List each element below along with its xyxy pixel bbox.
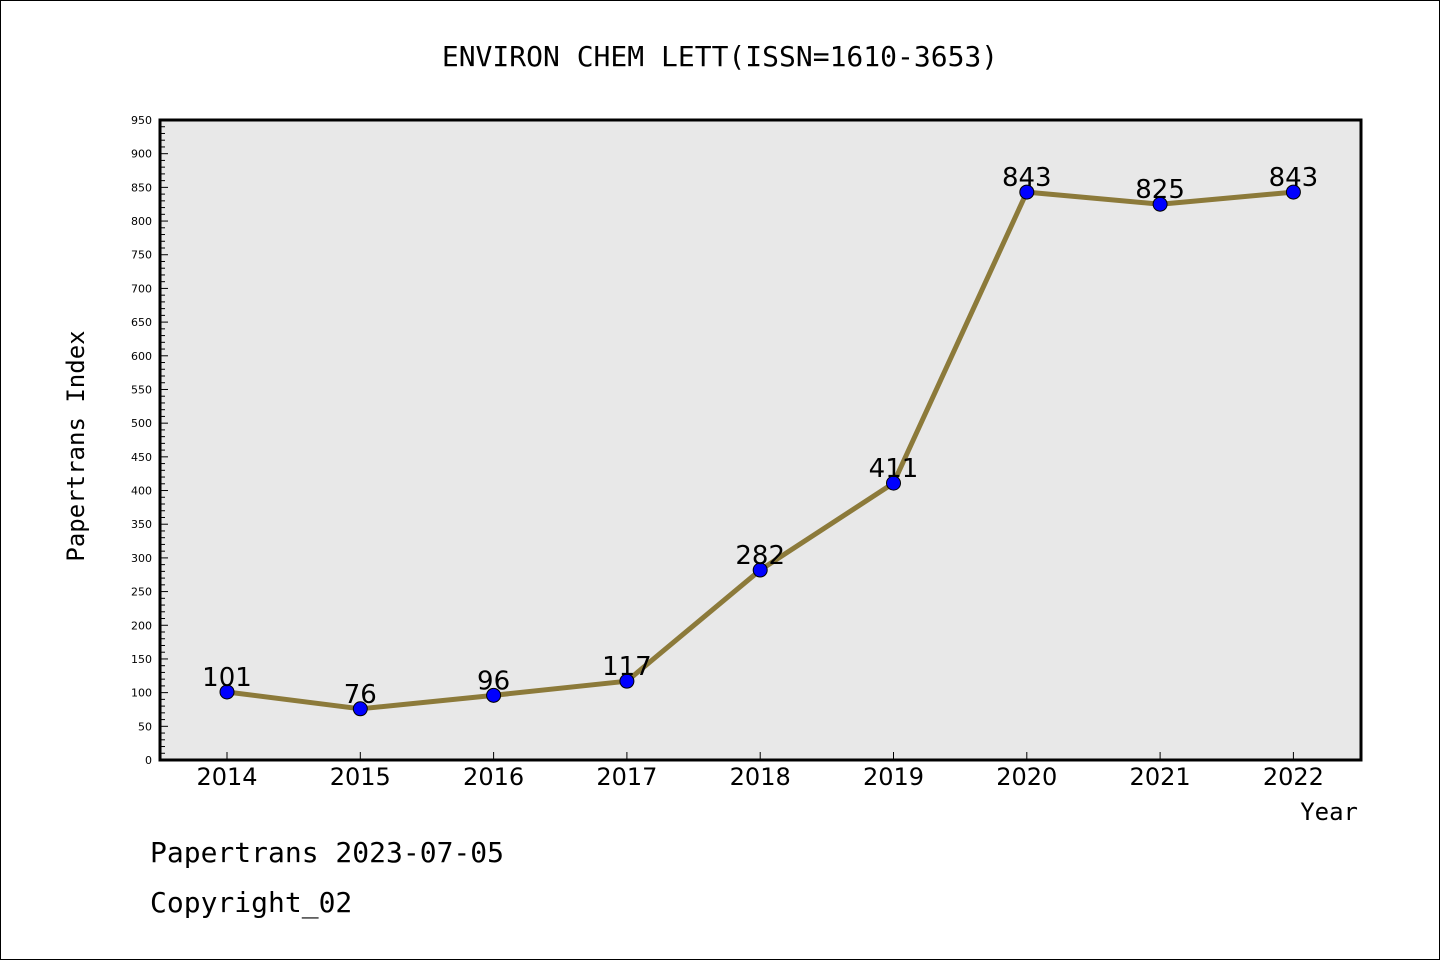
x-axis-label: Year xyxy=(1300,798,1358,826)
x-tick-label: 2015 xyxy=(330,763,391,791)
y-tick-label: 800 xyxy=(131,215,152,228)
data-point-2021 xyxy=(1152,196,1168,212)
data-label-2022: 843 xyxy=(1269,163,1319,193)
x-tick-label: 2017 xyxy=(596,763,657,791)
y-tick-label: 500 xyxy=(131,417,152,430)
y-tick-label: 700 xyxy=(131,282,152,295)
data-labels: 101 76 96 117 282 411 843 825 843 xyxy=(202,163,1318,710)
data-point-2020 xyxy=(1019,184,1035,200)
chart-title: ENVIRON CHEM LETT(ISSN=1610-3653) xyxy=(442,40,998,73)
y-tick-label: 650 xyxy=(131,316,152,329)
y-tick-label: 550 xyxy=(131,383,152,396)
y-axis-label: Papertrans Index xyxy=(62,330,90,561)
data-markers xyxy=(219,184,1301,717)
y-tick-label: 400 xyxy=(131,485,152,498)
data-label-2017: 117 xyxy=(602,652,652,682)
data-point-2022 xyxy=(1285,184,1301,200)
y-tick-label: 200 xyxy=(131,619,152,632)
data-label-2018: 282 xyxy=(735,541,785,571)
footer-copyright: Copyright_02 xyxy=(150,886,353,919)
x-tick-label: 2022 xyxy=(1263,763,1324,791)
x-tick-label: 2016 xyxy=(463,763,524,791)
data-label-2014: 101 xyxy=(202,663,252,693)
y-tick-label: 100 xyxy=(131,687,152,700)
x-axis-ticks: 2014 2015 2016 2017 2018 2019 2020 2021 2022 xyxy=(196,752,1324,791)
data-point-2016 xyxy=(486,687,502,703)
footer-date: Papertrans 2023-07-05 xyxy=(150,836,505,869)
data-point-2019 xyxy=(886,475,901,491)
y-tick-label: 450 xyxy=(131,451,152,464)
y-tick-label: 600 xyxy=(131,350,152,363)
x-tick-label: 2021 xyxy=(1130,763,1191,791)
y-tick-label: 0 xyxy=(145,754,152,767)
plot-area xyxy=(158,118,1363,762)
data-point-2017 xyxy=(619,673,635,689)
y-tick-label: 950 xyxy=(131,114,152,127)
y-tick-label: 350 xyxy=(131,518,152,531)
y-tick-label: 300 xyxy=(131,552,152,565)
data-label-2020: 843 xyxy=(1002,163,1052,193)
x-tick-label: 2018 xyxy=(730,763,791,791)
y-tick-label: 250 xyxy=(131,586,152,599)
data-point-2015 xyxy=(352,701,368,717)
x-tick-label: 2019 xyxy=(863,763,924,791)
y-tick-label: 50 xyxy=(138,720,152,733)
data-point-2018 xyxy=(752,562,768,578)
y-tick-label: 900 xyxy=(131,148,152,161)
y-tick-label: 750 xyxy=(131,249,152,262)
data-label-2019: 411 xyxy=(869,454,919,484)
data-label-2015: 76 xyxy=(344,680,377,710)
x-tick-label: 2014 xyxy=(196,763,257,791)
data-label-2021: 825 xyxy=(1135,175,1185,205)
y-axis-ticks: 0 50 100 150 200 250 300 350 400 450 500 550 600 650 7… xyxy=(131,114,168,767)
y-tick-label: 150 xyxy=(131,653,152,666)
data-point-2014 xyxy=(219,684,235,700)
data-label-2016: 96 xyxy=(477,666,510,696)
x-tick-label: 2020 xyxy=(996,763,1057,791)
y-tick-label: 850 xyxy=(131,181,152,194)
